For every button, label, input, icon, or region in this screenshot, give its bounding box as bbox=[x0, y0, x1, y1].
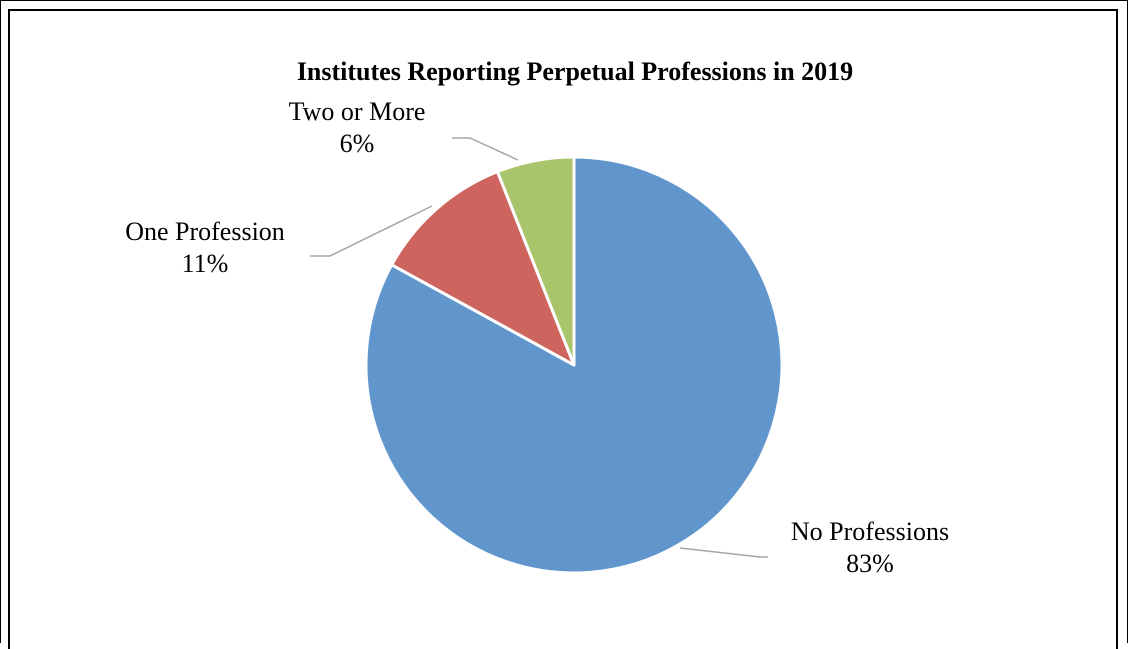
pie-slice-one-profession bbox=[390, 170, 576, 367]
chart-title: Institutes Reporting Perpetual Professio… bbox=[297, 57, 853, 86]
leader-line bbox=[452, 137, 519, 161]
data-label-percent: 6% bbox=[340, 129, 375, 158]
data-label-percent: 11% bbox=[182, 249, 229, 278]
pie-slices bbox=[364, 155, 784, 575]
data-label-percent: 83% bbox=[846, 549, 894, 578]
leader-line bbox=[679, 547, 768, 558]
pie-slice-two-or-more bbox=[495, 155, 576, 367]
leader-lines bbox=[310, 137, 768, 558]
data-label-category: One Profession bbox=[125, 217, 285, 246]
data-label-category: No Professions bbox=[791, 517, 949, 546]
leader-line bbox=[310, 205, 433, 257]
data-label-category: Two or More bbox=[289, 97, 426, 126]
data-labels: No Professions 83% One Profession 11% Two or… bbox=[125, 97, 949, 578]
